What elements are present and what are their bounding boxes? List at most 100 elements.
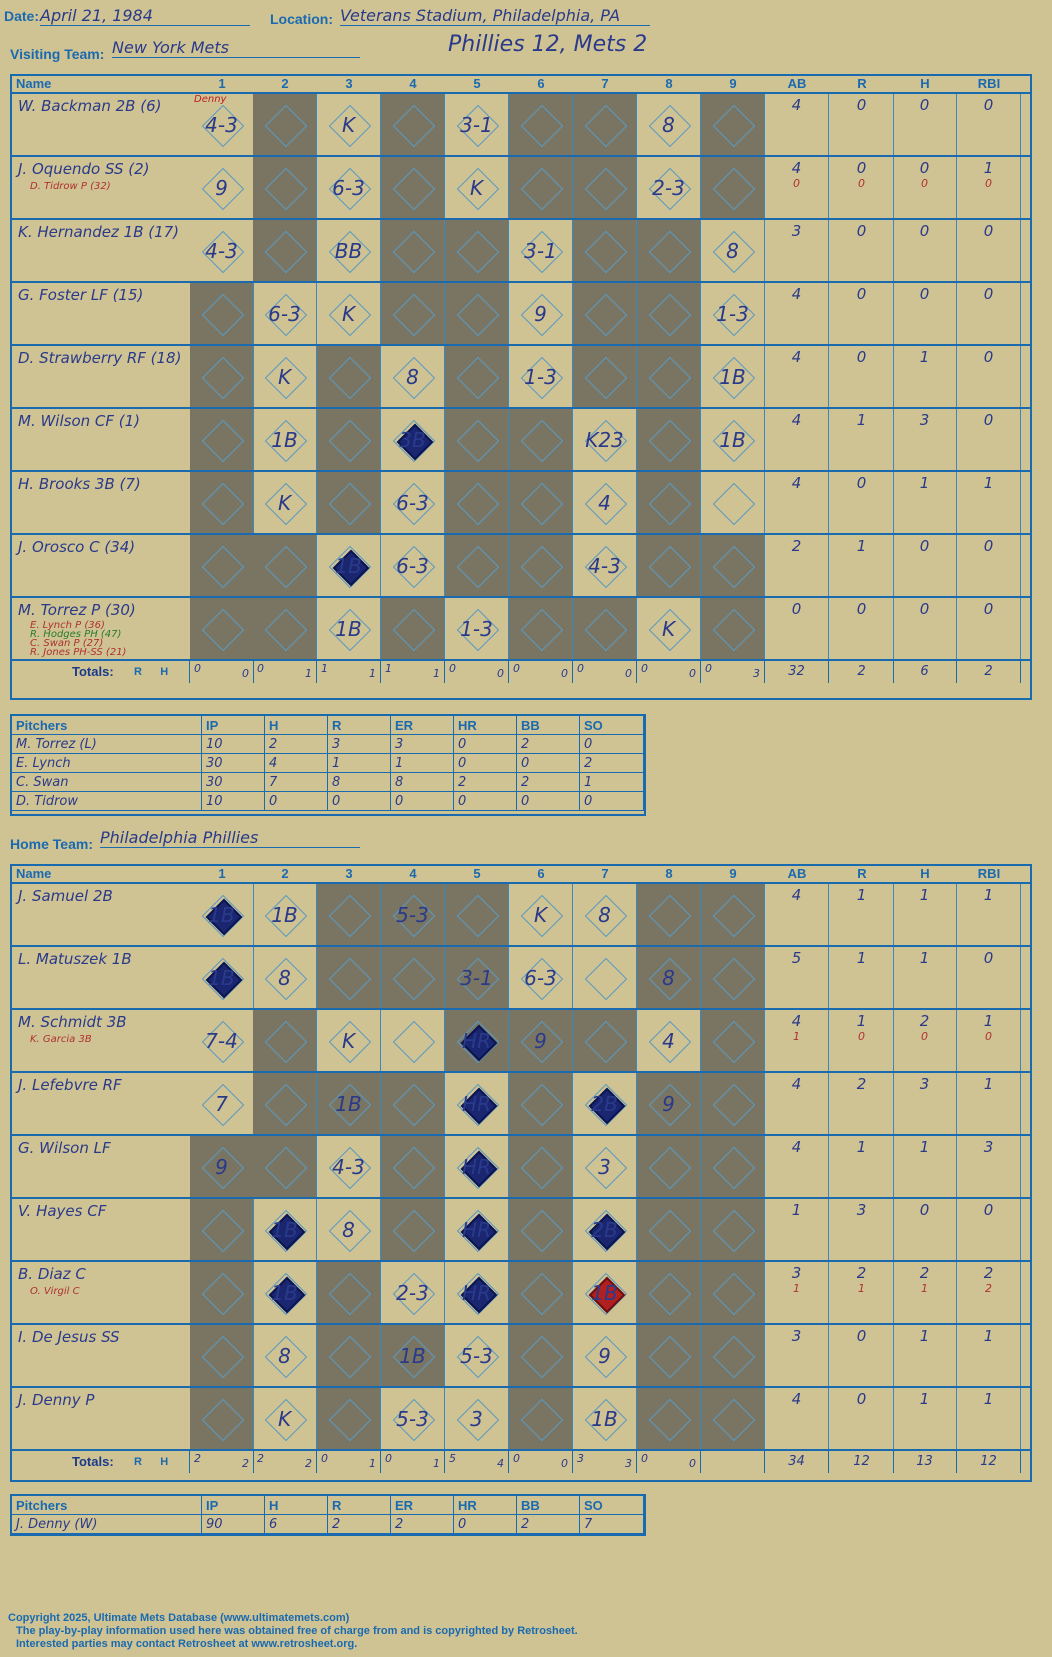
pitcher-col-header: IP	[202, 1496, 265, 1515]
stat-value: 1	[983, 474, 994, 492]
diamond	[520, 1146, 563, 1189]
play-result: 2-3	[396, 1280, 429, 1305]
inning-cell	[637, 409, 701, 470]
play-result: 1B	[271, 1217, 298, 1242]
pitcher-stat: 7	[265, 773, 328, 792]
diamond	[712, 1272, 755, 1315]
diamond	[264, 167, 307, 210]
inning-cell: 9	[573, 1325, 637, 1386]
play-result: 1B	[719, 364, 746, 389]
stat-cell: 1	[893, 1325, 957, 1386]
col-inning-9: 9	[729, 866, 737, 881]
stat-value-sub: 0	[921, 177, 928, 190]
stat-cell: 0	[830, 220, 894, 281]
play-result: 8	[278, 1343, 291, 1368]
inning-cell	[445, 535, 509, 596]
play-result: HR	[462, 1091, 491, 1116]
player-name: G. Foster LF (15)	[18, 286, 144, 304]
stat-value: 3	[919, 1075, 930, 1093]
play-result: 7	[215, 1091, 228, 1116]
visiting-team: New York Mets	[112, 38, 360, 58]
stat-value: 3	[791, 222, 802, 240]
inning-cell: 2B	[573, 1199, 637, 1260]
player-row: V. Hayes CF 1B 8 HR 2B 1 3 0 0	[12, 1199, 1030, 1262]
inning-runs: 2	[194, 1452, 201, 1465]
inning-cell	[637, 283, 701, 344]
stat-cell: 0	[830, 283, 894, 344]
stat-cell: 0	[893, 94, 957, 155]
inning-cell	[637, 1136, 701, 1197]
player-row: K. Hernandez 1B (17) 4-3 BB 3-1 8 3 0 0 0	[12, 220, 1030, 283]
diamond	[392, 608, 435, 651]
visiting-label: Visiting Team:	[10, 46, 105, 62]
stat-cell: 4	[765, 1073, 829, 1134]
pitcher-stat: 2	[517, 1515, 580, 1534]
col-inning-5: 5	[473, 76, 481, 91]
inning-cell: 5-3	[381, 1388, 445, 1449]
col-inning-8: 8	[665, 866, 673, 881]
diamond	[328, 957, 371, 1000]
stat-cell: 1	[893, 346, 957, 407]
inning-cell	[509, 409, 573, 470]
diamond	[456, 545, 499, 588]
pitcher-name: C. Swan	[12, 773, 202, 792]
diamond	[584, 293, 627, 336]
location-value: Veterans Stadium, Philadelphia, PA	[340, 6, 650, 26]
stat-cell: 3	[765, 1325, 829, 1386]
stat-cell: 0	[957, 346, 1021, 407]
diamond	[392, 957, 435, 1000]
inning-cell: 6-3	[253, 283, 317, 344]
inning-cell	[253, 94, 317, 155]
inning-runs: 5	[449, 1452, 456, 1465]
inning-cell: HR	[445, 1262, 509, 1323]
inning-cell	[637, 472, 701, 533]
stat-cell: 0	[893, 283, 957, 344]
pitcher-col-header: HR	[454, 716, 517, 735]
substitute-name: O. Virgil C	[30, 1286, 80, 1297]
play-result: 4-3	[332, 1154, 365, 1179]
diamond	[648, 293, 691, 336]
diamond	[456, 419, 499, 462]
col-r: R	[857, 76, 867, 91]
col-ab: AB	[787, 76, 807, 91]
col-rbi: RBI	[977, 866, 1001, 881]
diamond	[712, 482, 755, 525]
col-inning-6: 6	[537, 866, 545, 881]
substitute-name: K. Garcia 3B	[30, 1034, 92, 1045]
diamond	[648, 1209, 691, 1252]
inning-cell: 1B	[701, 346, 765, 407]
stat-value: 0	[856, 348, 867, 366]
inning-cell	[509, 1388, 573, 1449]
play-result: 8	[662, 112, 675, 137]
diamond	[328, 482, 371, 525]
stat-value: 0	[791, 600, 802, 618]
col-inning-4: 4	[409, 866, 417, 881]
diamond	[392, 167, 435, 210]
stat-cell: 1	[893, 1136, 957, 1197]
stat-value: 0	[983, 285, 994, 303]
stat-cell: 0	[830, 346, 894, 407]
stat-cell: 1	[957, 472, 1021, 533]
stat-cell: 4	[765, 472, 829, 533]
inning-cell: 2-3	[381, 1262, 445, 1323]
pitcher-stat: 0	[580, 735, 644, 754]
inning-cell	[509, 157, 573, 218]
stat-cell: 1	[957, 1388, 1021, 1449]
inning-cell: 1B	[573, 1388, 637, 1449]
pitchers-header: Pitchers IP H R ER HR BB SO	[12, 716, 644, 735]
inning-cell	[190, 1262, 254, 1323]
play-result: 6-3	[268, 301, 301, 326]
stat-cell: 0	[830, 94, 894, 155]
inning-cell: 6-3	[509, 947, 573, 1008]
stat-value: 0	[983, 949, 994, 967]
pitcher-stat: 2	[265, 735, 328, 754]
stat-value: 2	[791, 537, 802, 555]
totals-row: Totals: R H 2 2 2 2 0 1 0 1 5 4 0 0 3 3 0 0 34 12 13 12	[12, 1451, 1030, 1473]
inning-cell: K	[253, 472, 317, 533]
totals-row: Totals: R H 0 0 0 1 1 1 1 1 0 0 0 0 0 0 0 0 0 3 32 2 6 2	[12, 661, 1030, 683]
stat-cell: 4	[765, 346, 829, 407]
inning-hits: 4	[497, 1457, 504, 1470]
player-row: D. Strawberry RF (18) K 8 1-3 1B 4 0 1 0	[12, 346, 1030, 409]
